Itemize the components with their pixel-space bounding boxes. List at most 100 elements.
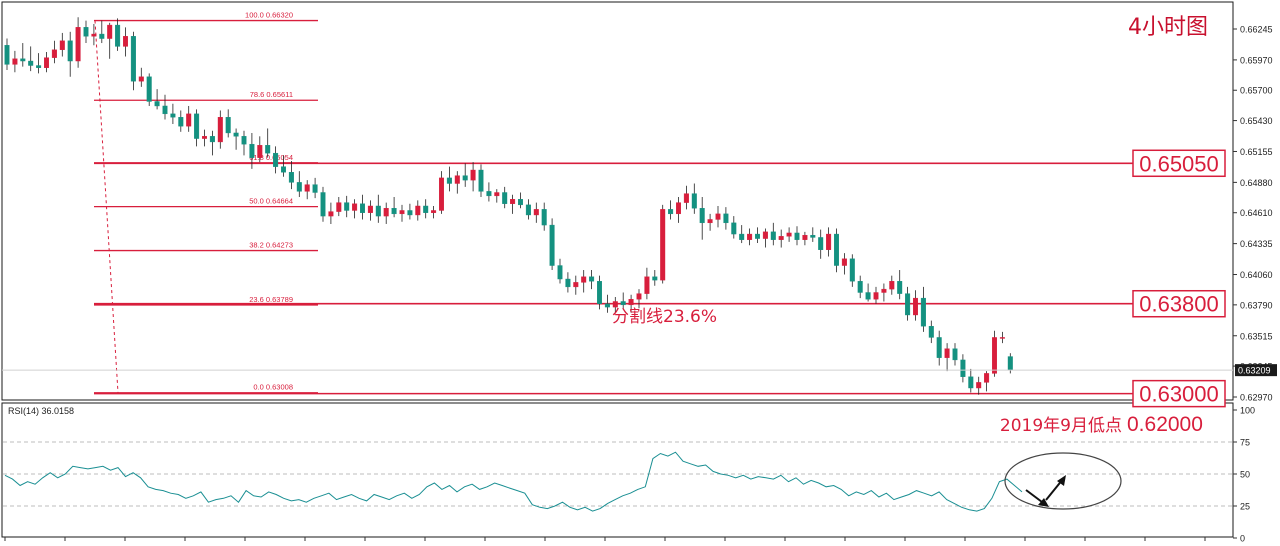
candle-body-down xyxy=(194,113,200,139)
candle-body-up xyxy=(91,33,97,37)
candle-body-down xyxy=(699,208,705,224)
fib-label: 78.6 0.65611 xyxy=(250,90,293,99)
key-level-box xyxy=(1132,379,1226,408)
candle-body-up xyxy=(415,205,421,216)
fib-anchor-line xyxy=(94,20,119,393)
candle-body-down xyxy=(462,175,468,181)
candle-body-down xyxy=(478,169,484,192)
candle-body-down xyxy=(502,192,508,204)
fib-note: 分割线23.6% xyxy=(612,307,717,327)
candle-body-up xyxy=(841,258,847,266)
candle-body-up xyxy=(873,292,879,300)
rsi-tick-label: 25 xyxy=(1240,502,1250,512)
candle-body-up xyxy=(944,348,950,358)
current-price-box xyxy=(1235,364,1277,377)
candle-body-down xyxy=(209,136,215,143)
candle-body-down xyxy=(857,281,863,293)
candle-body-down xyxy=(525,204,531,216)
key-level-label: 0.63000 xyxy=(1139,382,1219,407)
candle-body-down xyxy=(4,45,10,65)
candle-body-up xyxy=(628,299,634,306)
candle-body-down xyxy=(549,224,555,266)
rsi-tick-label: 0 xyxy=(1240,534,1245,543)
fib-label: 50.0 0.64664 xyxy=(249,197,293,206)
candle-body-up xyxy=(715,213,721,220)
candle-body-up xyxy=(747,233,753,240)
candle-body-down xyxy=(225,117,231,134)
candle-body-up xyxy=(51,49,57,58)
candle-body-up xyxy=(976,382,982,389)
candle-body-up xyxy=(676,202,682,215)
fib-label: 61.8 0.65054 xyxy=(249,153,293,162)
candle-body-up xyxy=(636,293,642,300)
candle-body-down xyxy=(541,209,547,226)
candle-body-down xyxy=(273,152,279,167)
candle-body-down xyxy=(249,143,255,158)
candle-body-down xyxy=(241,136,247,145)
fib-label: 23.6 0.63789 xyxy=(249,295,293,304)
candle-body-down xyxy=(849,258,855,282)
candle-body-up xyxy=(336,202,342,212)
rsi-header: RSI(14) 36.0158 xyxy=(8,406,74,416)
candle-body-down xyxy=(423,205,429,213)
candle-body-down xyxy=(755,233,761,239)
rsi-tick-label: 100 xyxy=(1240,406,1255,416)
rsi-up-arrow-head xyxy=(1057,475,1066,486)
candle-body-up xyxy=(778,236,784,240)
price-tick-label: 0.66245 xyxy=(1240,25,1273,35)
candle-body-up xyxy=(352,203,358,211)
candle-body-down xyxy=(652,276,658,281)
candle-body-down xyxy=(130,36,136,82)
price-tick-label: 0.65430 xyxy=(1240,116,1273,126)
candle-body-up xyxy=(913,297,919,316)
candle-body-up xyxy=(328,211,334,217)
candle-body-up xyxy=(431,210,437,213)
candle-body-down xyxy=(360,203,366,213)
candle-body-up xyxy=(75,27,81,62)
candle-body-down xyxy=(731,222,737,235)
candle-body-down xyxy=(739,233,745,240)
candle-body-up xyxy=(494,192,500,197)
candle-body-down xyxy=(178,117,184,127)
candle-body-up xyxy=(470,169,476,181)
candle-body-down xyxy=(281,166,287,173)
price-tick-label: 0.62970 xyxy=(1240,393,1273,403)
candle-body-up xyxy=(581,276,587,283)
candle-body-up xyxy=(762,231,768,239)
candle-body-up xyxy=(707,219,713,224)
candle-body-down xyxy=(668,209,674,215)
candle-body-down xyxy=(320,192,326,217)
candle-body-down xyxy=(154,101,160,107)
candle-body-up xyxy=(786,232,792,237)
candle-body-up xyxy=(44,57,50,68)
candle-body-up xyxy=(107,24,113,39)
candle-body-up xyxy=(644,276,650,294)
candle-body-up xyxy=(304,184,310,192)
fib-label: 100.0 0.66320 xyxy=(245,11,293,20)
candle-body-down xyxy=(960,359,966,377)
candle-body-down xyxy=(565,278,571,288)
candle-body-down xyxy=(344,202,350,211)
candle-body-down xyxy=(486,191,492,197)
candle-body-down xyxy=(36,65,42,68)
chart-title: 4小时图 xyxy=(1128,15,1208,40)
price-tick-label: 0.64060 xyxy=(1240,270,1273,280)
rsi-panel-frame xyxy=(1,402,1234,538)
price-tick-label: 0.63515 xyxy=(1240,331,1273,341)
candle-body-up xyxy=(367,205,373,213)
candle-body-down xyxy=(810,234,816,238)
main-panel-frame xyxy=(1,1,1234,401)
candle-body-down xyxy=(312,184,318,193)
candle-body-down xyxy=(557,265,563,280)
candle-body-down xyxy=(1007,356,1013,371)
candle-body-down xyxy=(288,172,294,183)
candle-body-up xyxy=(999,337,1005,339)
candle-body-down xyxy=(770,231,776,240)
candle-body-down xyxy=(265,145,271,154)
candle-body-down xyxy=(99,33,105,39)
candle-body-up xyxy=(826,233,832,250)
candle-body-up xyxy=(383,208,389,217)
candle-body-down xyxy=(375,205,381,217)
price-tick-label: 0.65700 xyxy=(1240,86,1273,96)
